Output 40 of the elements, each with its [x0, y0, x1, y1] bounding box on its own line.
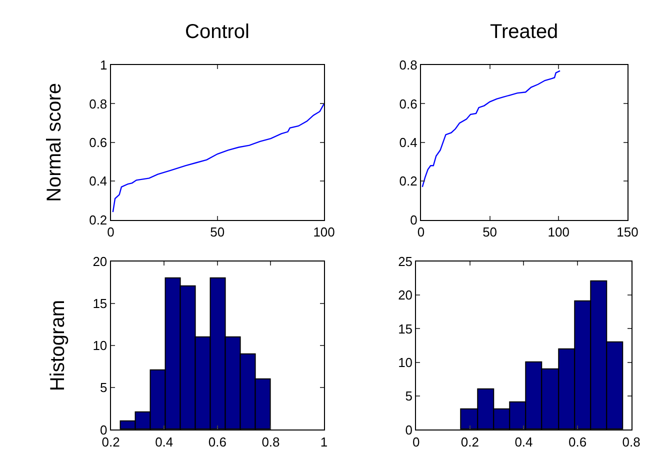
y-tick-label: 20	[92, 254, 108, 269]
y-tick-label: 0.4	[399, 134, 418, 150]
x-tick-label: 50	[210, 224, 225, 240]
y-tick-label: 0	[100, 422, 108, 438]
y-tick-label: 0.6	[89, 134, 108, 150]
y-tick-label: 0	[410, 212, 418, 228]
y-tick-label: 20	[398, 288, 413, 303]
y-tick-label: 15	[398, 321, 413, 336]
x-tick-label: 100	[313, 224, 335, 240]
y-tick-label: 0.8	[89, 96, 108, 112]
x-tick-label: 0.8	[262, 434, 280, 450]
x-tick-label: 0.4	[155, 434, 174, 450]
y-tick-label: 10	[92, 338, 108, 354]
y-tick-label: 0.6	[399, 96, 418, 112]
x-tick-label: 0.6	[568, 434, 587, 450]
y-tick-label: 0	[405, 422, 413, 438]
x-tick-label: 0.8	[622, 434, 640, 450]
y-tick-label: 1	[100, 58, 108, 73]
line-series	[112, 103, 324, 213]
y-tick-label: 5	[405, 388, 413, 404]
y-axis-title: Histogram	[47, 300, 70, 392]
y-tick-label: 10	[398, 354, 413, 370]
y-tick-label: 0.2	[89, 212, 108, 228]
x-tick-label: 50	[482, 224, 498, 240]
y-axis-title: Normal score	[44, 82, 66, 202]
y-tick-label: 0.4	[89, 174, 108, 189]
y-tick-label: 25	[398, 254, 413, 269]
line-series	[422, 70, 561, 188]
y-tick-label: 5	[100, 380, 108, 396]
x-tick-label: 0.2	[460, 434, 479, 450]
chart-title: Treated	[490, 21, 558, 43]
x-tick-label: 150	[616, 224, 638, 240]
x-tick-label: 0.4	[514, 434, 533, 450]
chart-title: Control	[185, 21, 250, 43]
y-tick-label: 0.8	[399, 58, 418, 73]
y-tick-label: 0.2	[399, 174, 418, 189]
y-tick-label: 15	[92, 296, 108, 312]
x-tick-label: 100	[548, 224, 570, 240]
x-tick-label: 1	[320, 434, 328, 450]
x-tick-label: 0.6	[208, 434, 226, 450]
